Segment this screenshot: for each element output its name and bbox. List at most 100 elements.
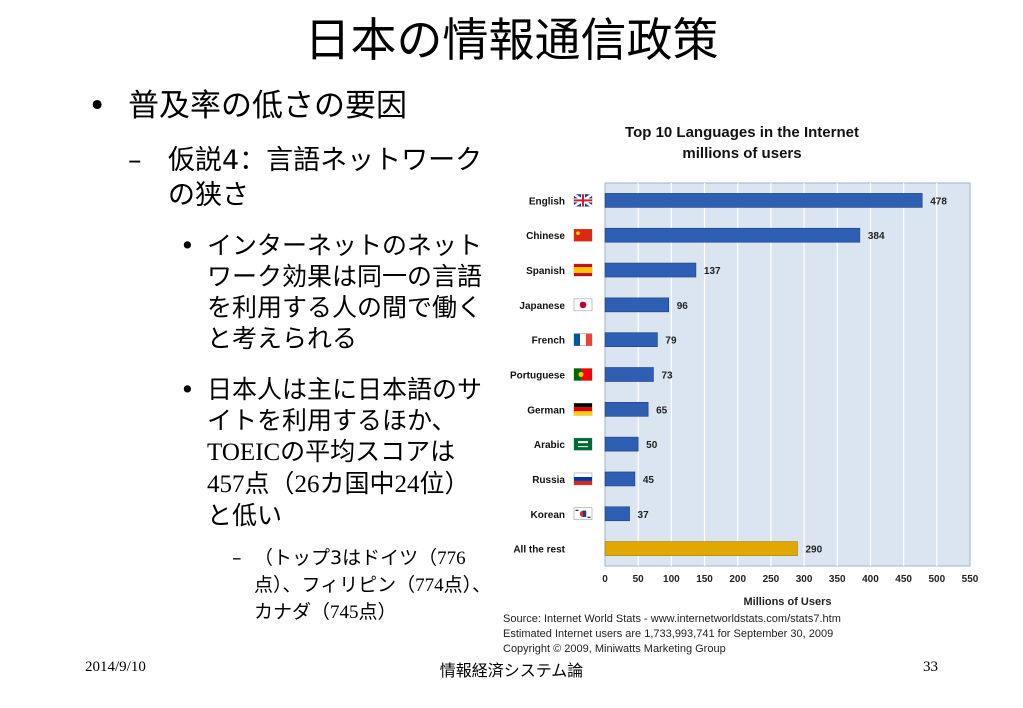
score-canada: 745 bbox=[330, 602, 359, 623]
languages-bar-chart: Top 10 Languages in the Internet millions… bbox=[510, 124, 979, 608]
x-tick-label: 200 bbox=[729, 574, 746, 585]
x-tick-label: 350 bbox=[829, 574, 846, 585]
saudi-flag-field bbox=[574, 438, 592, 451]
saudi-flag-script bbox=[578, 441, 588, 444]
data-label: 65 bbox=[656, 405, 668, 416]
y-tick-label: Russia bbox=[532, 475, 565, 486]
data-label: 73 bbox=[661, 371, 673, 382]
page-number: 33 bbox=[923, 659, 938, 675]
bar bbox=[604, 541, 798, 556]
chart-title: Top 10 Languages in the Internet bbox=[625, 124, 859, 141]
france-flag-red bbox=[586, 333, 592, 346]
korea-flag-taegeuk-blue bbox=[583, 510, 587, 517]
germany-flag-gold bbox=[574, 411, 592, 416]
text-fragment: 点） bbox=[358, 601, 397, 623]
spain-flag-yellow bbox=[574, 267, 592, 274]
china-flag-field bbox=[574, 229, 592, 242]
data-label: 96 bbox=[677, 301, 689, 312]
text-fragment: 位）と低い bbox=[207, 469, 470, 530]
bullet-marker: • bbox=[180, 375, 195, 404]
bar bbox=[604, 471, 636, 487]
korea-flag-trigram bbox=[587, 516, 591, 518]
data-label: 290 bbox=[805, 545, 822, 556]
x-tick-label: 450 bbox=[895, 574, 912, 585]
x-tick-label: 550 bbox=[962, 574, 979, 585]
russia-flag-red bbox=[574, 480, 592, 485]
y-tick-label: All the rest bbox=[513, 545, 565, 556]
france-flag-blue bbox=[574, 333, 580, 346]
source-line: Estimated Internet users are 1,733,993,7… bbox=[503, 628, 834, 640]
dash-marker: – bbox=[128, 145, 142, 176]
bar bbox=[604, 297, 670, 313]
text-fragment: （トップ3はドイツ（ bbox=[254, 547, 438, 569]
text-fragment: カ国中 bbox=[319, 469, 395, 498]
score-value: 457 bbox=[207, 471, 245, 498]
y-tick-label: Chinese bbox=[526, 231, 565, 242]
data-label: 45 bbox=[643, 475, 655, 486]
data-label: 384 bbox=[868, 231, 885, 242]
x-tick-label: 300 bbox=[796, 574, 813, 585]
korea-flag-trigram bbox=[575, 509, 579, 511]
data-label: 79 bbox=[665, 336, 677, 347]
text-fragment: 点（ bbox=[244, 469, 295, 498]
bullet-level1-text: 普及率の低さの要因 bbox=[128, 88, 407, 124]
bar bbox=[604, 402, 649, 417]
chart-subtitle: millions of users bbox=[682, 145, 801, 162]
y-tick-label: French bbox=[532, 336, 565, 347]
source-line: Source: Internet World Stats - www.inter… bbox=[503, 613, 841, 625]
data-label: 50 bbox=[646, 440, 658, 451]
rank-value: 24 bbox=[394, 471, 420, 498]
x-axis-label: Millions of Users bbox=[743, 596, 831, 608]
score-germany: 776 bbox=[437, 548, 466, 569]
x-tick-label: 0 bbox=[602, 574, 608, 585]
x-tick-label: 50 bbox=[633, 574, 645, 585]
text-fragment: の平均スコアは bbox=[280, 437, 456, 466]
y-tick-label: Japanese bbox=[519, 301, 565, 312]
japan-flag-sun bbox=[579, 301, 587, 309]
text-fragment: 点）、フィリピン（ bbox=[254, 574, 416, 596]
toeic-text: TOEIC bbox=[207, 439, 281, 466]
bullet-level3-first-text: インターネットのネットワーク効果は同一の言語を利用する人の間で働くと考えられる bbox=[207, 231, 483, 353]
portugal-flag-red bbox=[581, 368, 592, 381]
russia-flag-blue bbox=[574, 476, 592, 481]
chart-source: Source: Internet World Stats - www.inter… bbox=[503, 612, 841, 657]
y-tick-label: German bbox=[527, 405, 565, 416]
saudi-flag-sword bbox=[578, 446, 588, 448]
footer-title: 情報経済システム論 bbox=[439, 661, 584, 680]
bar bbox=[604, 506, 630, 522]
bar bbox=[604, 367, 654, 382]
bar bbox=[604, 332, 658, 347]
data-label: 37 bbox=[638, 510, 650, 521]
x-tick-label: 100 bbox=[663, 574, 680, 585]
y-tick-label: Spanish bbox=[526, 266, 565, 277]
text-fragment: 点）、カナダ（ bbox=[254, 574, 492, 623]
germany-flag-black bbox=[574, 403, 592, 408]
dash-marker: – bbox=[232, 547, 242, 569]
slide-title: 日本の情報通信政策 bbox=[304, 13, 719, 67]
y-tick-label: Korean bbox=[531, 510, 565, 521]
plot-area bbox=[604, 182, 971, 567]
y-tick-label: English bbox=[529, 196, 565, 207]
bar bbox=[604, 193, 923, 208]
y-tick-label: Portuguese bbox=[510, 371, 565, 382]
source-line: Copyright © 2009, Miniwatts Marketing Gr… bbox=[503, 643, 726, 655]
x-tick-label: 400 bbox=[862, 574, 879, 585]
bullet-level2-text: 仮説4：言語ネットワークの狭さ bbox=[168, 145, 483, 211]
portugal-flag-emblem bbox=[578, 372, 584, 377]
bullet-marker: • bbox=[180, 231, 195, 260]
x-tick-label: 250 bbox=[763, 574, 780, 585]
data-label: 478 bbox=[930, 196, 947, 207]
data-label: 137 bbox=[704, 266, 721, 277]
x-tick-label: 500 bbox=[928, 574, 945, 585]
china-flag-star bbox=[576, 231, 580, 236]
y-tick-label: Arabic bbox=[534, 440, 566, 451]
germany-flag-red bbox=[574, 407, 592, 412]
bullet-marker: • bbox=[88, 88, 107, 124]
x-tick-label: 150 bbox=[696, 574, 713, 585]
country-count: 26 bbox=[294, 471, 320, 498]
uk-flag-cross-red bbox=[574, 199, 592, 202]
bar bbox=[604, 436, 639, 452]
bullet-level3-second-text: 日本人は主に日本語のサイトを利用するほか、 TOEICの平均スコアは 457点（26… bbox=[207, 374, 482, 531]
footer-date: 2014/9/10 bbox=[85, 659, 146, 675]
portugal-flag-green bbox=[574, 368, 581, 381]
